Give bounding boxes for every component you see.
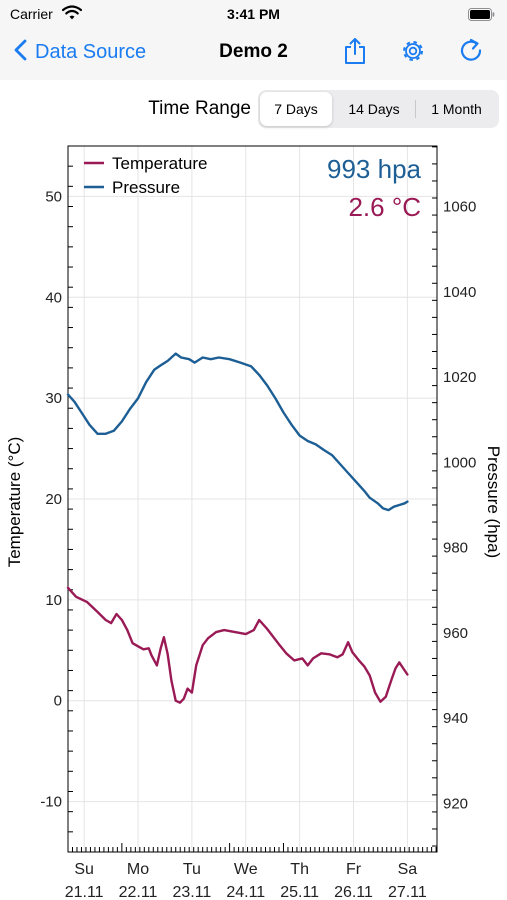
x-tick-date-label: 22.11 [119,884,158,900]
y-right-tick-label: 920 [443,795,468,812]
chart-series [66,352,409,704]
chevron-left-icon [14,39,27,66]
pressure-readout: 993 hpa [327,154,422,184]
y-left-tick-label: 40 [45,289,62,306]
segment-7-days[interactable]: 7 Days [260,92,332,126]
y-left-tick-label: 30 [45,390,62,407]
y-left-tick-label: -10 [40,794,62,811]
time-range-control: Time Range 7 Days 14 Days 1 Month [0,90,507,128]
x-tick-day-label: Fr [346,861,362,878]
x-tick-date-label: 21.11 [65,884,104,900]
x-tick-date-label: 27.11 [388,884,427,900]
x-tick-date-label: 23.11 [172,884,211,900]
temperature-readout: 2.6 °C [348,192,421,222]
y-right-tick-label: 940 [443,710,468,727]
series-line-temperature [66,586,409,704]
y-left-tick-label: 10 [45,592,62,609]
y-right-tick-label: 1060 [443,199,476,216]
x-tick-day-label: We [234,861,258,878]
chart: Su 21.11 Mo 22.11 Tu 23.11 We 24.11 Th 25.11 Fr 26.… [5,145,503,900]
legend: Temperature Pressure [84,154,207,197]
time-range-segmented-control: 7 Days 14 Days 1 Month [258,90,499,128]
settings-button[interactable] [398,38,428,68]
status-bar: Carrier 3:41 PM [0,0,507,30]
x-tick-day-label: Sa [398,861,418,878]
wifi-icon [61,5,83,26]
y-right-tick-label: 960 [443,625,468,642]
x-tick-date-label: 24.11 [226,884,265,900]
y-left-tick-label: 20 [45,491,62,508]
x-tick-day-label: Su [74,861,94,878]
legend-temperature-label: Temperature [112,154,207,173]
segment-1-month[interactable]: 1 Month [431,101,482,117]
y-right-tick-label: 1000 [443,454,476,471]
x-tick-day-label: Mo [127,861,149,878]
series-line-pressure [66,352,409,512]
nav-bar: Data Source Demo 2 [0,30,507,80]
chart-axes: Su 21.11 Mo 22.11 Tu 23.11 We 24.11 Th 25.11 Fr 26.… [40,145,476,900]
y-right-tick-label: 980 [443,540,468,557]
segment-14-days[interactable]: 14 Days [348,101,400,117]
y-left-tick-label: 0 [54,693,62,710]
back-button[interactable]: Data Source [14,30,146,74]
time-range-label: Time Range [148,98,251,119]
y-axis-right-label: Pressure (hpa) [484,446,503,558]
gear-icon [399,37,427,70]
carrier-label: Carrier [10,6,53,22]
status-time: 3:41 PM [227,6,280,22]
refresh-button[interactable] [456,38,486,68]
x-tick-date-label: 25.11 [280,884,319,900]
battery-icon [468,8,495,26]
x-tick-day-label: Th [290,861,309,878]
refresh-icon [458,37,484,70]
y-right-tick-label: 1020 [443,369,476,386]
chart-grid [68,146,437,852]
y-left-tick-label: 50 [45,188,62,205]
y-axis-left-label: Temperature (°C) [5,437,24,568]
y-right-tick-label: 1040 [443,284,476,301]
x-tick-day-label: Tu [183,861,201,878]
back-button-label: Data Source [35,40,147,63]
share-button[interactable] [340,37,370,70]
share-icon [343,37,367,70]
segment-divider [415,100,416,118]
x-tick-date-label: 26.11 [334,884,373,900]
legend-pressure-label: Pressure [112,178,180,197]
